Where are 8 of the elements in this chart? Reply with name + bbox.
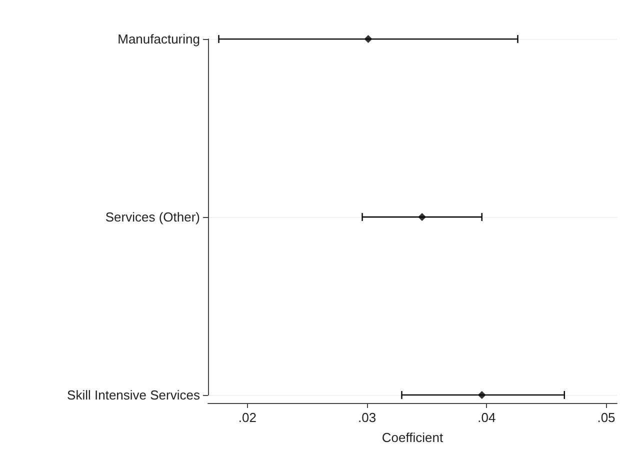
x-tick-label: .05 [597,410,616,425]
y-tick-label: Manufacturing [118,32,200,46]
y-tick-label: Skill Intensive Services [67,388,200,402]
x-tick-label: .02 [238,410,257,425]
x-tick-label: .04 [478,410,496,425]
x-axis-title: Coefficient [382,430,444,445]
y-tick-label: Services (Other) [105,210,200,224]
x-tick-label: .03 [358,410,376,425]
